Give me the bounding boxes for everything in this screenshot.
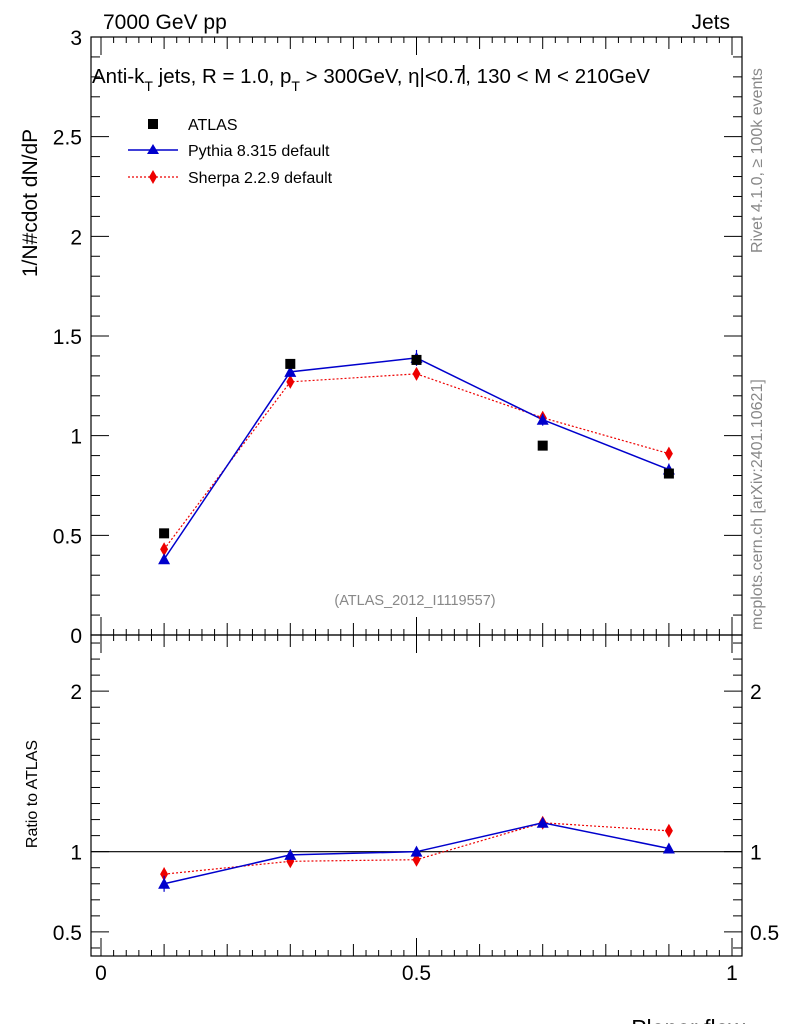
sherpa-point xyxy=(412,366,421,381)
x-tick-label: 0 xyxy=(95,962,107,985)
eta-abs-bar: | xyxy=(461,62,466,85)
main-ytick-label: 0.5 xyxy=(53,525,82,548)
ratio-pythia-point xyxy=(158,877,171,889)
mcplots-label: mcplots.cern.ch [arXiv:2401.10621] xyxy=(749,379,766,630)
header-left: 7000 GeV pp xyxy=(103,11,227,34)
pythia-point xyxy=(158,553,171,565)
atlas-point xyxy=(411,354,422,365)
main-ytick-label: 3 xyxy=(70,27,82,50)
legend-sherpa-marker xyxy=(149,170,157,184)
main-ytick-label: 2.5 xyxy=(53,127,82,150)
legend: ATLAS Pythia 8.315 default Sherpa 2.2.9 … xyxy=(128,117,333,187)
main-data-marks xyxy=(158,349,675,565)
ratio-ytick-label-right: 2 xyxy=(750,681,762,704)
x-tick-label: 0.5 xyxy=(402,962,431,985)
ratio-ylabel: Ratio to ATLAS xyxy=(24,740,41,848)
ratio-axes: 0 0.5 1 0.5 0.5 1 1 2 2 xyxy=(53,634,779,985)
pythia-point xyxy=(536,413,549,425)
x-tick-label: 1 xyxy=(726,962,738,985)
legend-pythia-marker xyxy=(147,144,159,154)
ratio-ytick-label: 2 xyxy=(70,681,82,704)
main-ytick-label: 1 xyxy=(70,426,82,449)
header-right: Jets xyxy=(691,11,730,34)
pythia-line xyxy=(163,357,670,560)
ratio-ytick-label: 0.5 xyxy=(53,922,82,945)
atlas-point xyxy=(537,440,548,451)
atlas-point xyxy=(285,358,296,369)
main-ytick-label: 2 xyxy=(70,226,82,249)
ratio-frame xyxy=(90,634,743,957)
ratio-pythia-point xyxy=(536,816,549,828)
main-ytick-label: 1.5 xyxy=(53,326,82,349)
sherpa-point xyxy=(664,446,673,461)
ratio-ytick-label: 1 xyxy=(70,842,82,865)
ratio-sherpa-point xyxy=(160,867,169,882)
analysis-watermark: (ATLAS_2012_I1119557) xyxy=(334,593,495,609)
ratio-pythia-point xyxy=(662,842,675,854)
main-ylabel: 1/N#cdot dN/dP xyxy=(19,129,42,277)
sherpa-point xyxy=(286,374,295,389)
atlas-point xyxy=(159,528,170,539)
ratio-sherpa-point xyxy=(664,823,673,838)
ratio-pythia-point xyxy=(284,848,297,860)
pythia-point xyxy=(284,365,297,377)
atlas-point xyxy=(663,468,674,479)
main-ytick-label: 0 xyxy=(70,625,82,648)
legend-atlas-label: ATLAS xyxy=(188,117,238,134)
main-title: Anti-kT jets, R = 1.0, pT > 300GeV, η|<0… xyxy=(92,65,650,94)
ratio-pythia-point xyxy=(410,845,423,857)
legend-atlas-marker xyxy=(148,119,158,129)
sherpa-point xyxy=(160,542,169,557)
ratio-data-marks xyxy=(158,815,675,892)
ratio-ytick-label-right: 1 xyxy=(750,842,762,865)
legend-sherpa-label: Sherpa 2.2.9 default xyxy=(188,170,333,187)
x-axis-title: Planar flow xyxy=(631,1015,745,1024)
sherpa-line xyxy=(163,373,670,550)
rivet-label: Rivet 4.1.0, ≥ 100k events xyxy=(749,68,766,253)
legend-pythia-label: Pythia 8.315 default xyxy=(188,143,330,160)
ratio-ytick-label-right: 0.5 xyxy=(750,922,779,945)
